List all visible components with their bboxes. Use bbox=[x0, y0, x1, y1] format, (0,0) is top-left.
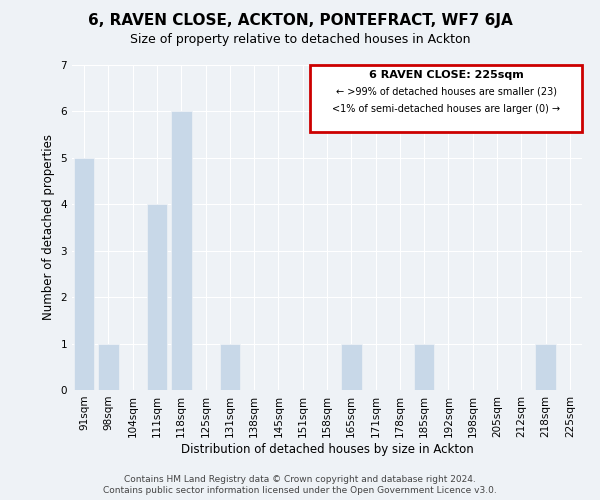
Bar bbox=[146, 204, 167, 390]
Bar bbox=[414, 344, 434, 390]
X-axis label: Distribution of detached houses by size in Ackton: Distribution of detached houses by size … bbox=[181, 442, 473, 456]
Bar bbox=[220, 344, 240, 390]
Text: Contains HM Land Registry data © Crown copyright and database right 2024.: Contains HM Land Registry data © Crown c… bbox=[124, 475, 476, 484]
Bar bbox=[171, 112, 191, 390]
FancyBboxPatch shape bbox=[310, 65, 582, 132]
Y-axis label: Number of detached properties: Number of detached properties bbox=[42, 134, 55, 320]
Text: Size of property relative to detached houses in Ackton: Size of property relative to detached ho… bbox=[130, 32, 470, 46]
Text: ← >99% of detached houses are smaller (23): ← >99% of detached houses are smaller (2… bbox=[335, 87, 557, 97]
Bar bbox=[98, 344, 119, 390]
Bar bbox=[535, 344, 556, 390]
Text: 6, RAVEN CLOSE, ACKTON, PONTEFRACT, WF7 6JA: 6, RAVEN CLOSE, ACKTON, PONTEFRACT, WF7 … bbox=[88, 12, 512, 28]
Text: Contains public sector information licensed under the Open Government Licence v3: Contains public sector information licen… bbox=[103, 486, 497, 495]
Bar bbox=[341, 344, 362, 390]
Text: 6 RAVEN CLOSE: 225sqm: 6 RAVEN CLOSE: 225sqm bbox=[368, 70, 523, 80]
Text: <1% of semi-detached houses are larger (0) →: <1% of semi-detached houses are larger (… bbox=[332, 104, 560, 114]
Bar bbox=[74, 158, 94, 390]
